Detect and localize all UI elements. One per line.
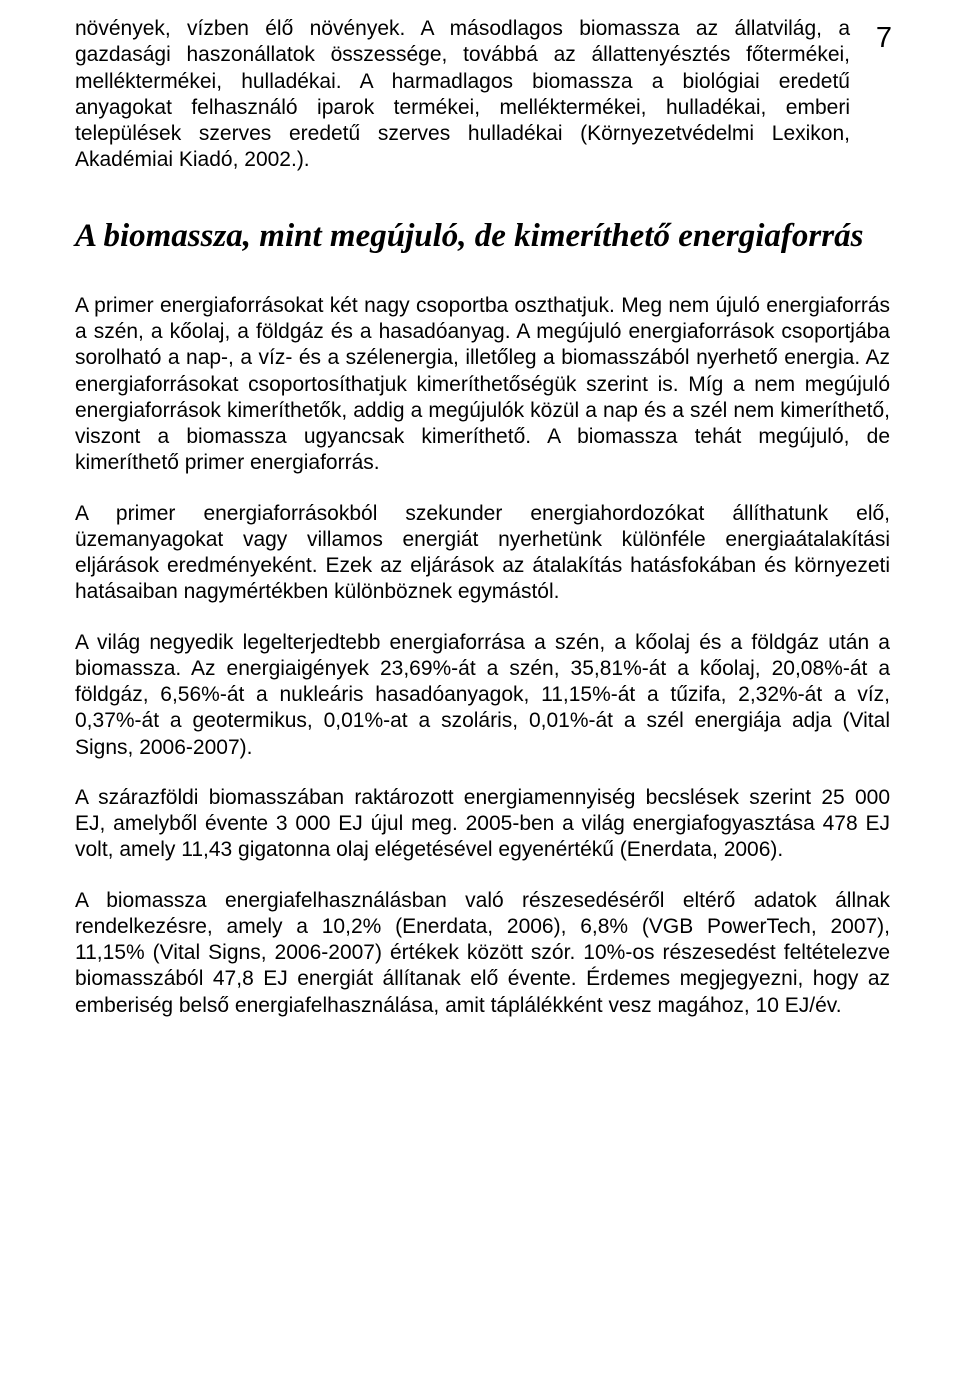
paragraph-6: A biomassza energiafelhasználásban való …	[75, 888, 890, 1019]
paragraph-3: A primer energiaforrásokból szekunder en…	[75, 501, 890, 606]
page-number: 7	[876, 22, 892, 55]
paragraph-5: A szárazföldi biomasszában raktározott e…	[75, 785, 890, 864]
paragraph-1: növények, vízben élő növények. A másodla…	[75, 16, 890, 174]
paragraph-4: A világ negyedik legelterjedtebb energia…	[75, 630, 890, 761]
paragraph-2: A primer energiaforrásokat két nagy csop…	[75, 293, 890, 477]
section-heading: A biomassza, mint megújuló, de kimeríthe…	[75, 216, 890, 257]
